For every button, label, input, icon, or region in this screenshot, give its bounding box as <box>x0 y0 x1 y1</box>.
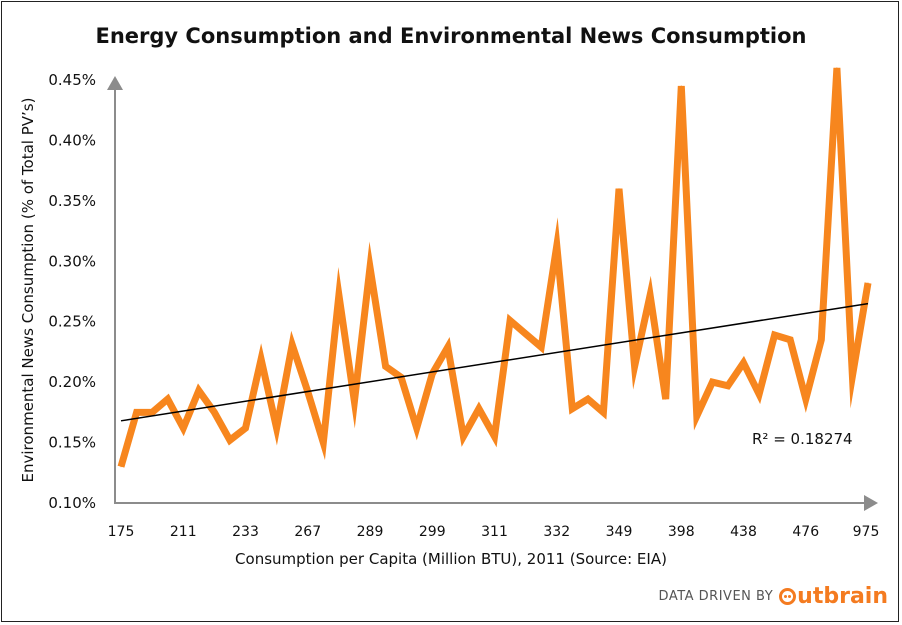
r-squared-annotation: R² = 0.18274 <box>752 430 853 448</box>
data-point <box>556 245 558 247</box>
x-tick-label: 975 <box>853 524 880 540</box>
data-point <box>540 346 542 348</box>
x-tick-label: 233 <box>232 524 259 540</box>
data-point <box>385 365 387 367</box>
data-point <box>836 67 838 69</box>
data-point <box>711 381 713 383</box>
data-point <box>851 375 853 377</box>
series-group <box>117 67 872 468</box>
data-point <box>198 390 200 392</box>
data-point <box>509 320 511 322</box>
data-point <box>758 393 760 395</box>
data-point <box>525 333 527 335</box>
data-point <box>462 436 464 438</box>
series-line <box>117 67 872 468</box>
data-point <box>338 294 340 296</box>
data-point <box>120 466 122 468</box>
y-axis-arrow <box>107 76 123 90</box>
x-tick-label: 211 <box>170 524 197 540</box>
outbrain-logo: utbrain <box>779 584 888 609</box>
data-driven-label: DATA DRIVEN BY <box>658 589 774 604</box>
trendline-group <box>120 302 869 422</box>
x-axis-label: Consumption per Capita (Million BTU), 20… <box>235 550 667 568</box>
x-tick-label: 299 <box>419 524 446 540</box>
data-point <box>369 266 371 268</box>
data-point <box>774 334 776 336</box>
y-tick-labels: 0.10% 0.15% 0.20% 0.25% 0.30% 0.35% 0.40% 0.45% <box>48 71 96 512</box>
y-tick-label: 0.15% <box>48 434 96 452</box>
footer-branding: DATA DRIVEN BY utbrain <box>659 584 888 609</box>
data-point <box>727 385 729 387</box>
data-point <box>867 282 869 284</box>
data-point <box>229 439 231 441</box>
data-point <box>494 436 495 438</box>
data-point <box>634 365 636 367</box>
data-point <box>571 408 573 410</box>
x-tick-label: 289 <box>357 524 384 540</box>
data-point <box>276 427 278 429</box>
x-tick-label: 332 <box>543 524 570 540</box>
data-point <box>618 188 620 190</box>
data-point <box>431 373 433 375</box>
trendline <box>120 302 869 422</box>
x-tick-label: 438 <box>730 524 757 540</box>
data-point <box>665 398 667 400</box>
data-point <box>649 294 651 296</box>
data-point <box>182 427 184 429</box>
data-point <box>151 411 153 413</box>
data-point <box>696 415 698 417</box>
x-tick-label: 267 <box>294 524 321 540</box>
data-point <box>789 339 791 341</box>
x-axis-arrow <box>864 495 878 511</box>
y-tick-label: 0.40% <box>48 131 96 149</box>
outbrain-logo-text: utbrain <box>797 584 888 609</box>
data-point <box>260 358 262 360</box>
x-tick-label: 476 <box>792 524 819 540</box>
x-tick-label: 175 <box>108 524 135 540</box>
data-point <box>680 85 682 87</box>
data-point <box>587 398 589 400</box>
y-tick-label: 0.20% <box>48 373 96 391</box>
data-point <box>820 339 822 341</box>
x-tick-label: 311 <box>481 524 508 540</box>
data-point <box>167 398 169 400</box>
data-point <box>291 344 293 346</box>
axes <box>107 76 878 511</box>
y-tick-label: 0.10% <box>48 494 96 512</box>
x-tick-label: 398 <box>668 524 695 540</box>
data-point <box>743 362 744 364</box>
chart-title: Energy Consumption and Environmental New… <box>95 24 807 48</box>
x-tick-labels: 175 211 233 267 289 299 311 332 349 398 438 476 975 <box>108 524 880 540</box>
data-point <box>213 411 215 413</box>
x-tick-label: 349 <box>606 524 633 540</box>
data-point <box>805 398 807 400</box>
data-point <box>245 427 246 429</box>
data-point <box>322 442 324 444</box>
y-tick-label: 0.45% <box>48 71 96 89</box>
data-point <box>353 400 355 402</box>
data-point <box>602 411 604 413</box>
data-point <box>478 408 480 410</box>
outbrain-logo-icon <box>779 588 797 605</box>
y-tick-label: 0.25% <box>48 313 96 331</box>
data-point <box>416 427 418 429</box>
y-tick-label: 0.35% <box>48 192 96 210</box>
data-point <box>447 346 449 348</box>
data-point <box>136 411 138 413</box>
y-tick-label: 0.30% <box>48 252 96 270</box>
